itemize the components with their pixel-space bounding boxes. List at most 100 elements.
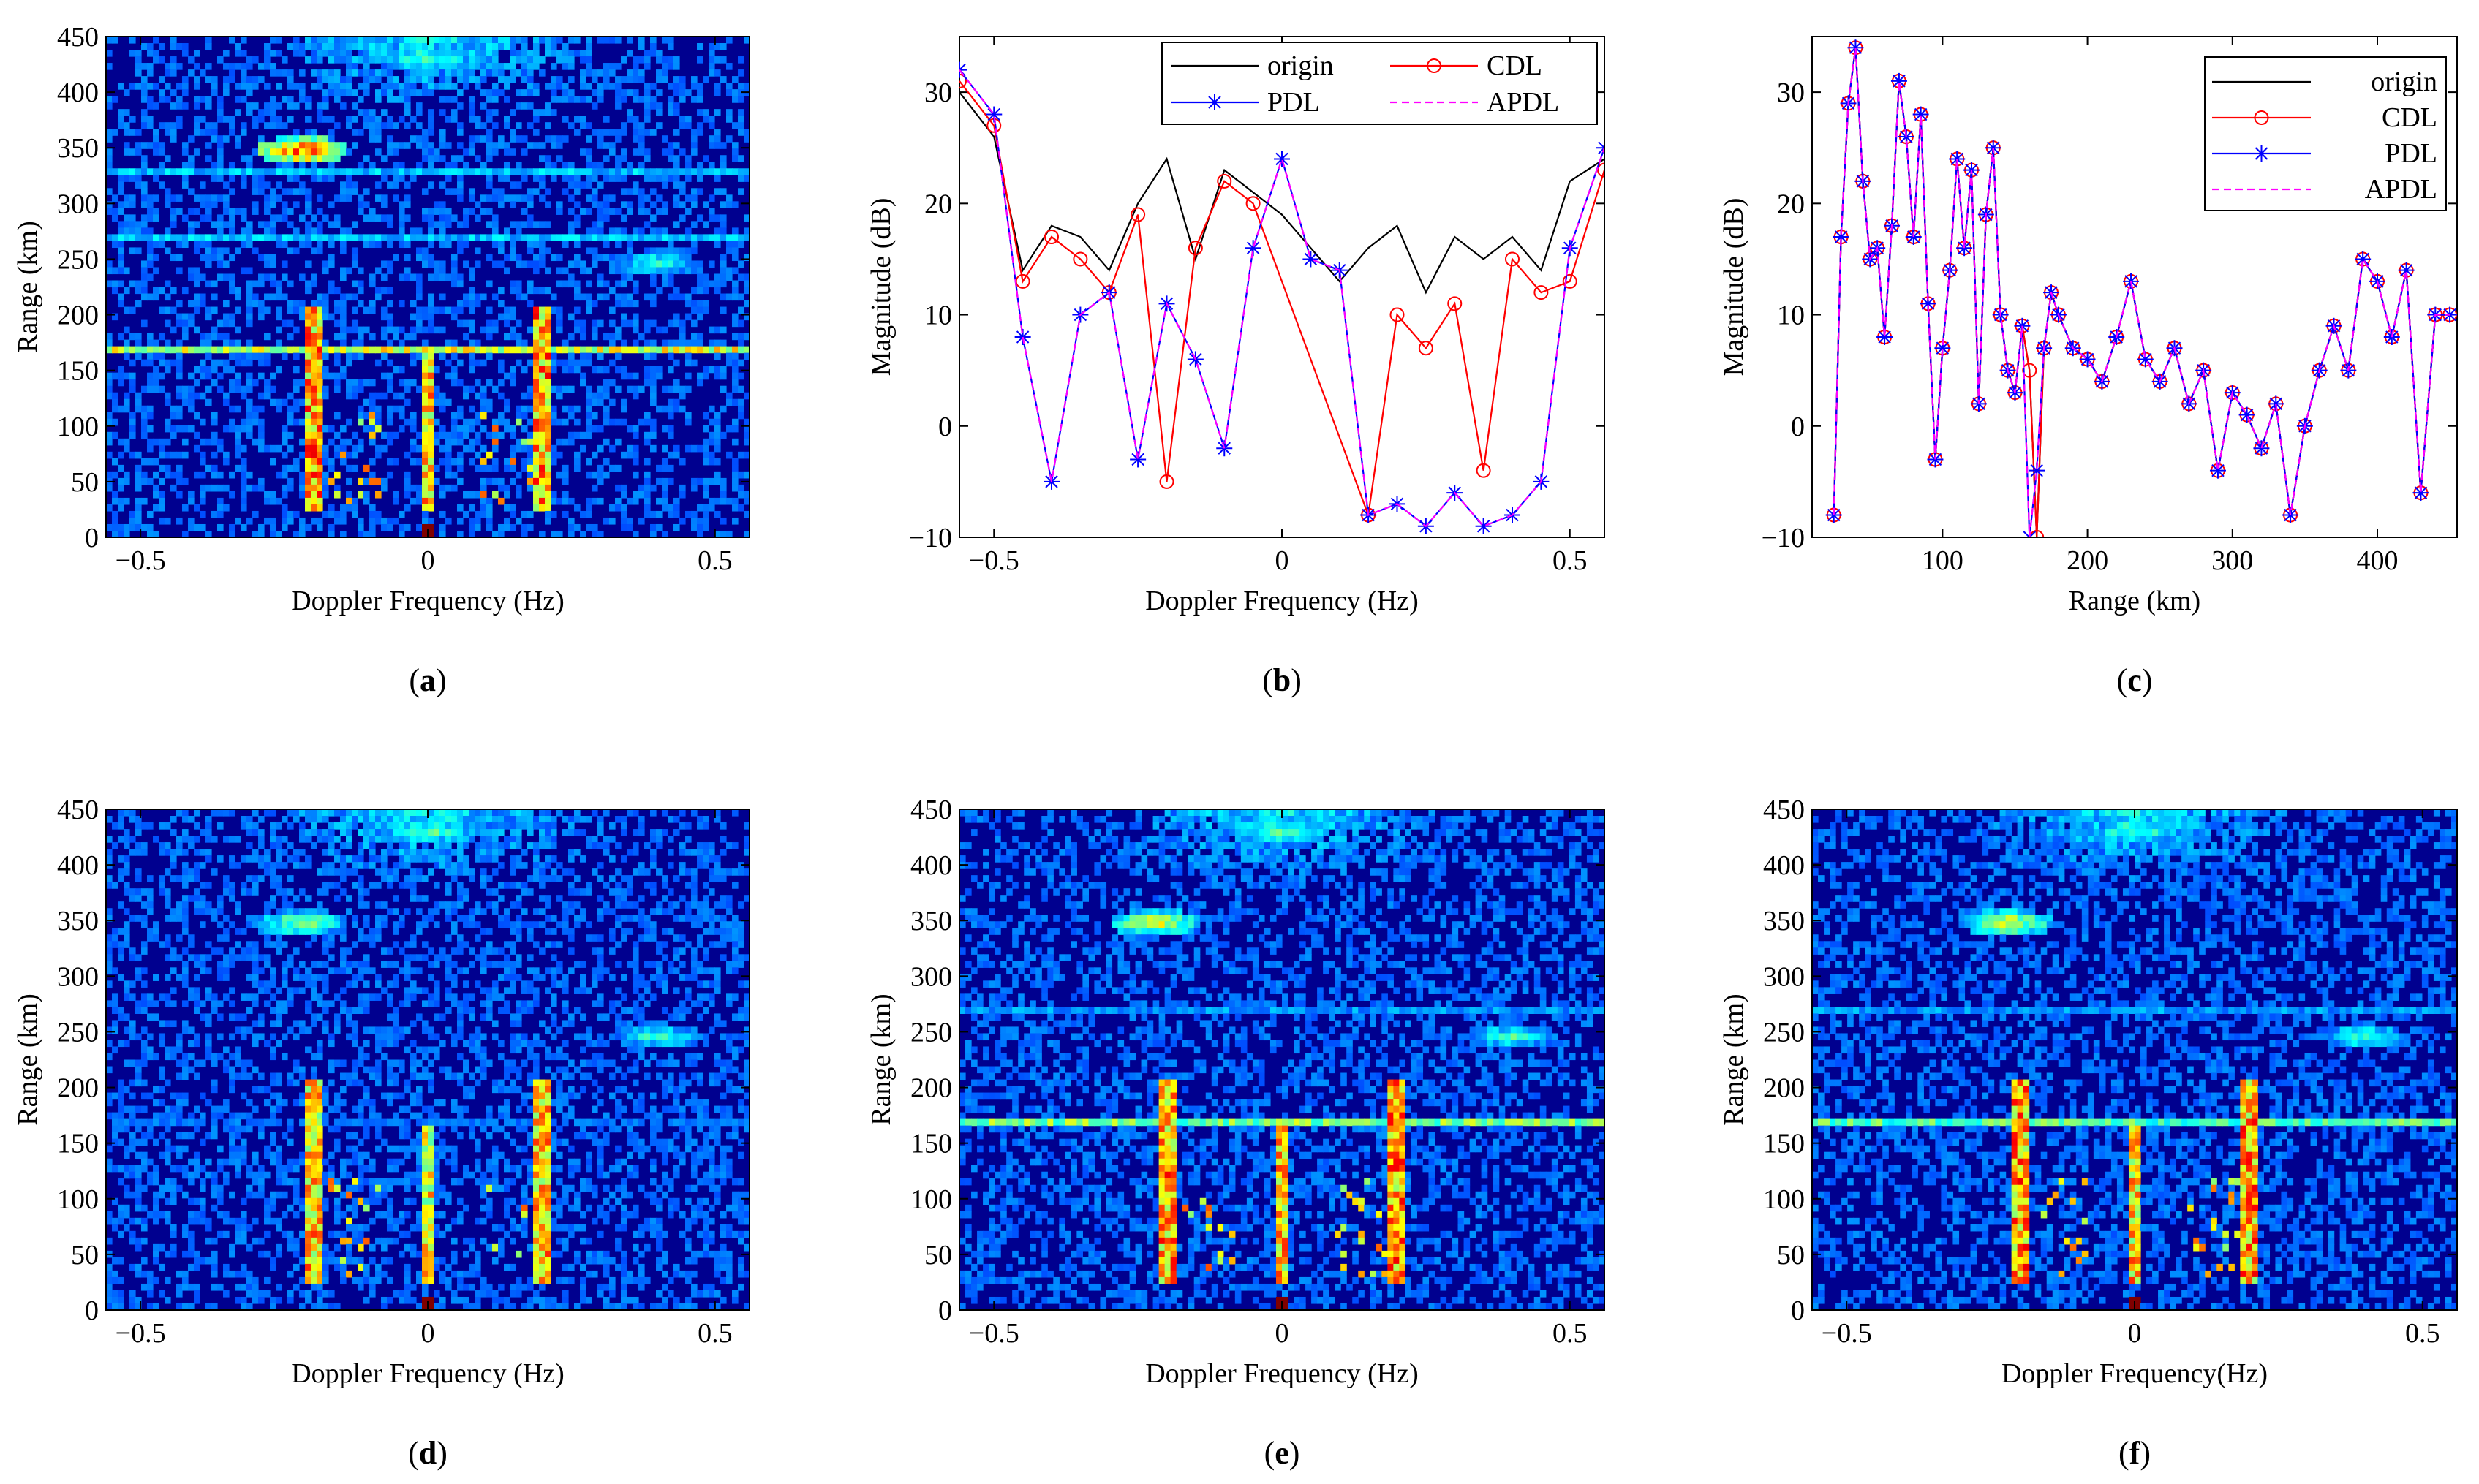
heatmap-cell bbox=[697, 306, 703, 314]
heatmap-cell bbox=[633, 135, 639, 143]
heatmap-cell bbox=[141, 234, 148, 241]
heatmap-cell bbox=[264, 849, 271, 856]
heatmap-cell bbox=[246, 63, 253, 70]
heatmap-cell bbox=[305, 142, 312, 149]
heatmap-cell bbox=[679, 214, 686, 222]
heatmap-cell bbox=[510, 181, 516, 189]
heatmap-cell bbox=[381, 346, 388, 354]
heatmap-cell bbox=[516, 168, 522, 175]
heatmap-cell bbox=[668, 109, 674, 116]
heatmap-cell bbox=[358, 326, 364, 334]
heatmap-cell bbox=[445, 816, 452, 823]
heatmap-cell bbox=[422, 234, 429, 241]
heatmap-cell bbox=[714, 458, 721, 466]
heatmap-cell bbox=[299, 148, 306, 156]
heatmap-cell bbox=[738, 471, 744, 479]
heatmap-cell bbox=[480, 477, 487, 485]
heatmap-cell bbox=[381, 313, 388, 321]
heatmap-cell bbox=[387, 523, 393, 531]
heatmap-cell bbox=[621, 201, 627, 208]
heatmap-cell bbox=[363, 168, 370, 175]
heatmap-cell bbox=[691, 319, 698, 328]
heatmap-cell bbox=[135, 168, 142, 175]
heatmap-cell bbox=[545, 405, 551, 413]
heatmap-cell bbox=[673, 63, 680, 70]
heatmap-cell bbox=[720, 491, 727, 499]
heatmap-cell bbox=[375, 451, 382, 459]
heatmap-cell bbox=[486, 451, 493, 459]
heatmap-cell bbox=[469, 142, 475, 149]
heatmap-cell bbox=[293, 102, 300, 110]
heatmap-cell bbox=[340, 313, 347, 321]
heatmap-cell bbox=[194, 471, 200, 479]
heatmap-cell bbox=[135, 181, 142, 189]
heatmap-cell bbox=[709, 142, 715, 149]
heatmap-cell bbox=[375, 517, 382, 525]
heatmap-cell bbox=[732, 293, 739, 301]
heatmap-cell bbox=[516, 842, 522, 849]
heatmap-cell bbox=[141, 418, 148, 426]
heatmap-cell bbox=[586, 293, 592, 301]
heatmap-cell bbox=[732, 504, 739, 512]
heatmap-cell bbox=[322, 882, 329, 889]
heatmap-cell bbox=[580, 69, 586, 77]
heatmap-cell bbox=[393, 326, 399, 334]
heatmap-cell bbox=[235, 109, 241, 116]
data-point-cdl bbox=[1418, 341, 1433, 356]
heatmap-cell bbox=[662, 56, 668, 64]
heatmap-cell bbox=[322, 477, 329, 485]
heatmap-cell bbox=[679, 181, 686, 189]
heatmap-cell bbox=[510, 458, 516, 466]
heatmap-cell bbox=[416, 43, 423, 50]
heatmap-cell bbox=[627, 300, 633, 308]
heatmap-cell bbox=[480, 491, 487, 499]
heatmap-cell bbox=[738, 83, 744, 90]
heatmap-cell bbox=[714, 530, 721, 538]
heatmap-cell bbox=[475, 293, 481, 301]
heatmap-cell bbox=[422, 168, 429, 175]
heatmap-cell bbox=[691, 76, 698, 83]
heatmap-cell bbox=[615, 385, 622, 393]
heatmap-cell bbox=[322, 829, 329, 836]
heatmap-cell bbox=[246, 431, 253, 439]
heatmap-cell bbox=[311, 175, 317, 182]
heatmap-cell bbox=[685, 882, 692, 889]
heatmap-cell bbox=[457, 842, 464, 849]
heatmap-cell bbox=[112, 418, 118, 426]
heatmap-cell bbox=[486, 116, 493, 123]
heatmap-cell bbox=[744, 346, 750, 354]
heatmap-cell bbox=[287, 69, 294, 77]
heatmap-cell bbox=[293, 129, 300, 136]
heatmap-cell bbox=[586, 56, 592, 64]
heatmap-cell bbox=[229, 313, 235, 321]
heatmap-cell bbox=[293, 464, 300, 472]
heatmap-cell bbox=[363, 241, 370, 249]
heatmap-cell bbox=[738, 56, 744, 64]
heatmap-cell bbox=[521, 102, 528, 110]
heatmap-cell bbox=[282, 260, 288, 268]
heatmap-cell bbox=[533, 254, 540, 262]
heatmap-cell bbox=[510, 69, 516, 77]
heatmap-cell bbox=[709, 458, 715, 466]
heatmap-cell bbox=[644, 102, 651, 110]
heatmap-cell bbox=[492, 836, 499, 843]
heatmap-cell bbox=[399, 208, 405, 215]
heatmap-cell bbox=[369, 116, 376, 123]
heatmap-cell bbox=[586, 175, 592, 182]
heatmap-cell bbox=[720, 201, 727, 208]
heatmap-cell bbox=[492, 326, 499, 334]
heatmap-cell bbox=[627, 849, 633, 856]
heatmap-cell bbox=[551, 491, 557, 499]
heatmap-cell bbox=[633, 849, 639, 856]
heatmap-cell bbox=[176, 836, 183, 843]
heatmap-cell bbox=[586, 162, 592, 169]
heatmap-cell bbox=[457, 56, 464, 64]
heatmap-cell bbox=[129, 517, 136, 525]
heatmap-cell bbox=[486, 875, 493, 882]
heatmap-cell bbox=[609, 464, 616, 472]
heatmap-cell bbox=[744, 227, 750, 235]
heatmap-cell bbox=[650, 392, 657, 400]
heatmap-cell bbox=[621, 504, 627, 512]
heatmap-cell bbox=[170, 214, 177, 222]
